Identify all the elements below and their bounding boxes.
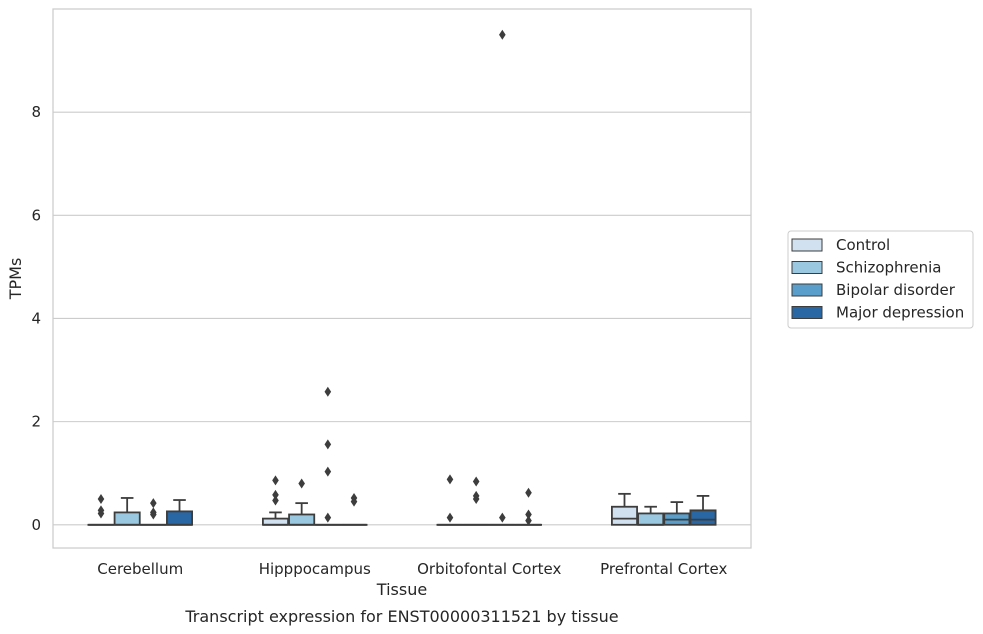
outlier-point — [499, 512, 506, 523]
y-tick-label: 8 — [31, 103, 41, 121]
box-body — [689, 509, 717, 526]
outlier-point — [525, 509, 532, 520]
outlier-point — [446, 512, 454, 523]
box-body — [166, 510, 194, 526]
x-tick-labels: Cerebellum Hipppocampus Orbitofontal Corte… — [97, 560, 727, 578]
outlier-point — [150, 498, 157, 509]
boxes — [87, 492, 717, 526]
legend-label: Schizophrenia — [836, 259, 941, 277]
y-tick-label: 4 — [31, 309, 41, 327]
box-body — [288, 513, 316, 526]
box-body — [113, 511, 141, 526]
x-tick-label: Prefrontal Cortex — [600, 560, 727, 578]
box-schizophrenia — [113, 497, 141, 526]
legend-swatch — [791, 306, 823, 319]
outlier-point — [150, 509, 157, 520]
outlier-point — [272, 489, 279, 500]
outlier-point — [350, 496, 358, 507]
box-body — [261, 517, 289, 526]
box-major-depression — [166, 499, 194, 526]
box-bipolar-disorder — [663, 501, 691, 526]
outlier-point — [97, 508, 105, 519]
y-tick-label: 0 — [31, 516, 41, 534]
box-body — [611, 505, 638, 526]
box-control — [261, 511, 289, 526]
y-axis-label: TPMs — [6, 258, 25, 301]
legend: Control Schizophrenia Bipolar disorder Majo… — [787, 230, 974, 329]
y-tick-label: 6 — [31, 206, 41, 224]
x-tick-label: Hipppocampus — [259, 560, 371, 578]
y-tick-labels: 0 2 4 6 8 — [31, 103, 41, 534]
legend-swatch — [791, 261, 823, 274]
legend-label: Control — [836, 236, 890, 254]
y-tick-label: 2 — [31, 413, 41, 431]
outlier-point — [472, 476, 480, 487]
outlier-point — [298, 478, 305, 489]
box-body — [637, 512, 665, 526]
legend-label: Bipolar disorder — [836, 281, 956, 299]
outliers — [97, 29, 532, 526]
outlier-point — [324, 386, 332, 397]
chart-caption: Transcript expression for ENST0000031152… — [184, 607, 618, 626]
x-tick-label: Cerebellum — [97, 560, 183, 578]
outlier-point — [272, 495, 279, 506]
plot-frame — [52, 8, 752, 549]
outlier-point — [525, 515, 532, 526]
outlier-point — [499, 29, 506, 40]
box-schizophrenia — [637, 505, 665, 526]
x-axis-label: Tissue — [376, 580, 427, 599]
legend-swatch — [791, 238, 823, 252]
box-major-depression — [689, 495, 717, 526]
gridlines — [53, 111, 751, 526]
x-tick-label: Orbitofontal Cortex — [417, 560, 561, 578]
legend-label: Major depression — [836, 304, 964, 322]
legend-frame — [787, 230, 974, 329]
outlier-point — [446, 474, 454, 485]
box-control — [611, 492, 638, 526]
outlier-point — [324, 439, 332, 450]
legend-swatch — [791, 283, 823, 297]
outlier-point — [272, 475, 279, 486]
outlier-point — [324, 512, 332, 523]
outlier-point — [324, 466, 332, 477]
box-schizophrenia — [288, 502, 316, 526]
outlier-point — [97, 494, 105, 504]
outlier-point — [525, 487, 532, 498]
outlier-point — [472, 494, 480, 504]
